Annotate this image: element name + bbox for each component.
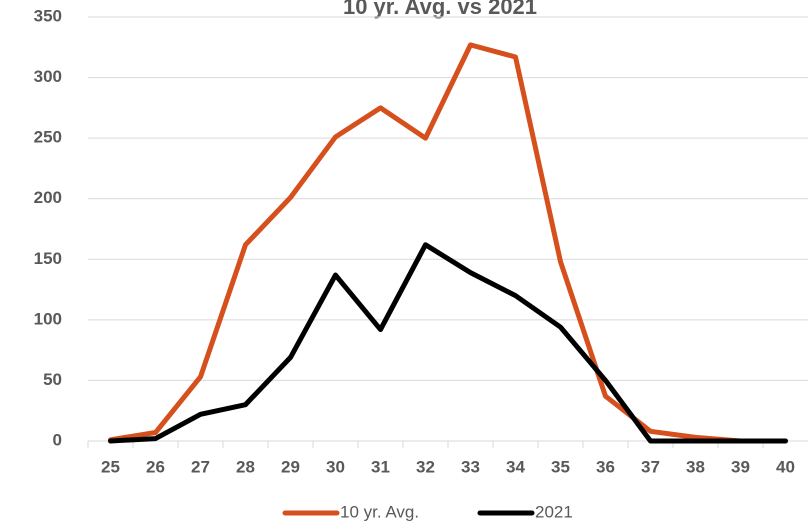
legend-label: 10 yr. Avg.: [340, 502, 419, 521]
legend-label: 2021: [535, 502, 573, 521]
y-tick-label: 350: [34, 6, 62, 25]
series-line: [108, 42, 788, 444]
x-tick-label: 40: [776, 457, 795, 476]
x-tick-label: 30: [326, 457, 345, 476]
y-tick-label: 0: [53, 430, 62, 449]
x-tick-label: 28: [236, 457, 255, 476]
x-tick-label: 35: [551, 457, 570, 476]
x-tick-label: 33: [461, 457, 480, 476]
y-tick-label: 150: [34, 249, 62, 268]
x-tick-label: 32: [416, 457, 435, 476]
x-tick-label: 27: [191, 457, 210, 476]
x-tick-label: 29: [281, 457, 300, 476]
x-tick-label: 25: [101, 457, 120, 476]
y-tick-label: 200: [34, 188, 62, 207]
x-tick-label: 39: [731, 457, 750, 476]
y-tick-label: 250: [34, 128, 62, 147]
y-tick-label: 100: [34, 309, 62, 328]
x-tick-label: 26: [146, 457, 165, 476]
x-tick-label: 38: [686, 457, 705, 476]
x-tick-label: 36: [596, 457, 615, 476]
y-tick-label: 50: [43, 370, 62, 389]
x-tick-label: 34: [506, 457, 525, 476]
chart-title: 10 yr. Avg. vs 2021: [343, 0, 537, 19]
y-tick-label: 300: [34, 67, 62, 86]
series-line: [108, 242, 788, 444]
x-tick-label: 31: [371, 457, 390, 476]
x-tick-label: 37: [641, 457, 660, 476]
